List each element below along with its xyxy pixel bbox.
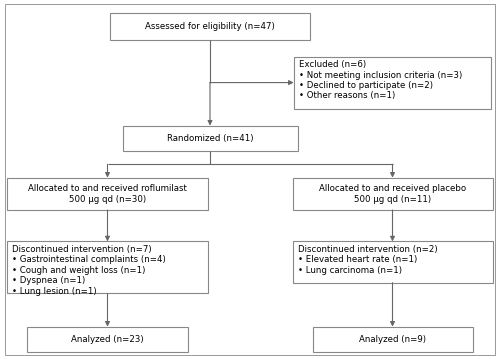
FancyBboxPatch shape bbox=[110, 13, 310, 40]
FancyBboxPatch shape bbox=[292, 241, 492, 283]
FancyBboxPatch shape bbox=[312, 327, 472, 352]
Text: Assessed for eligibility (n=47): Assessed for eligibility (n=47) bbox=[145, 22, 275, 32]
FancyBboxPatch shape bbox=[28, 327, 188, 352]
Text: Discontinued intervention (n=2)
• Elevated heart rate (n=1)
• Lung carcinoma (n=: Discontinued intervention (n=2) • Elevat… bbox=[298, 245, 437, 275]
Text: Allocated to and received roflumilast
500 µg qd (n=30): Allocated to and received roflumilast 50… bbox=[28, 184, 187, 204]
FancyBboxPatch shape bbox=[292, 178, 492, 210]
FancyBboxPatch shape bbox=[294, 57, 491, 108]
Text: Randomized (n=41): Randomized (n=41) bbox=[167, 134, 254, 143]
Text: Excluded (n=6)
• Not meeting inclusion criteria (n=3)
• Declined to participate : Excluded (n=6) • Not meeting inclusion c… bbox=[299, 60, 462, 100]
Text: Analyzed (n=9): Analyzed (n=9) bbox=[359, 335, 426, 344]
Text: Allocated to and received placebo
500 µg qd (n=11): Allocated to and received placebo 500 µg… bbox=[319, 184, 466, 204]
FancyBboxPatch shape bbox=[122, 126, 298, 151]
FancyBboxPatch shape bbox=[8, 178, 207, 210]
Text: Analyzed (n=23): Analyzed (n=23) bbox=[71, 335, 144, 344]
Text: Discontinued intervention (n=7)
• Gastrointestinal complaints (n=4)
• Cough and : Discontinued intervention (n=7) • Gastro… bbox=[12, 245, 166, 295]
FancyBboxPatch shape bbox=[8, 241, 207, 294]
